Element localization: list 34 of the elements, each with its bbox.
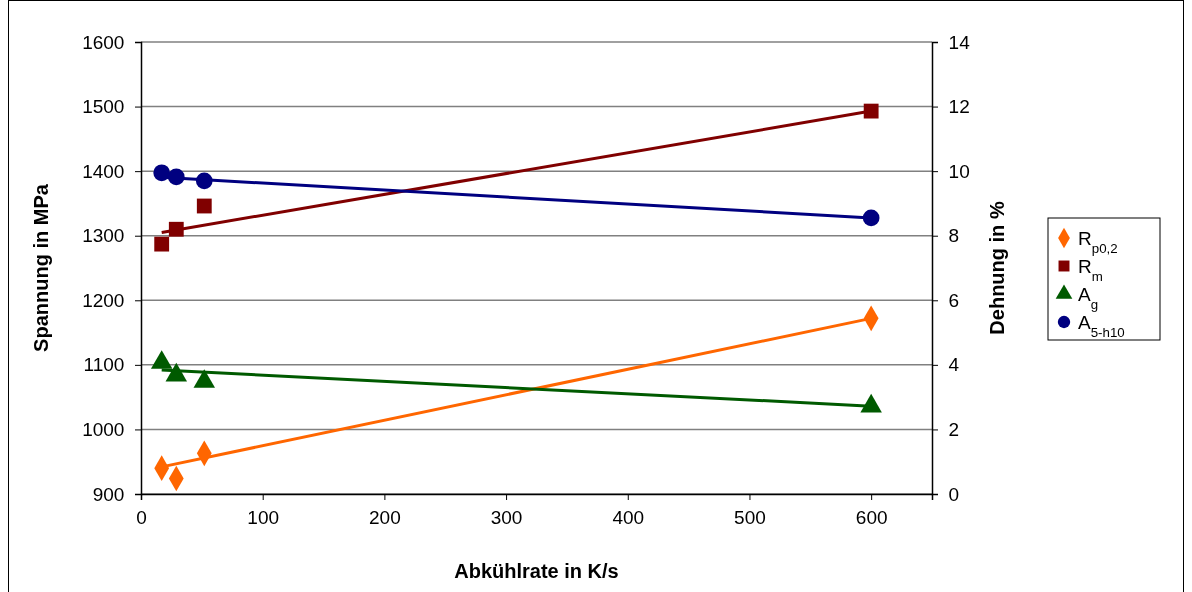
y-tick-label: 1000 bbox=[82, 419, 125, 441]
y-tick-label: 1400 bbox=[82, 160, 125, 182]
y-tick-label: 1500 bbox=[82, 96, 125, 118]
y-axis-title: Spannung in MPa bbox=[30, 183, 52, 352]
y2-tick-label: 4 bbox=[948, 354, 960, 376]
x-tick-label: 100 bbox=[247, 506, 280, 528]
y2-tick-label: 14 bbox=[948, 31, 971, 53]
y2-tick-label: 0 bbox=[948, 483, 960, 505]
y2-tick-label: 10 bbox=[948, 160, 970, 182]
y-tick-label: 1100 bbox=[83, 354, 125, 376]
x-tick-label: 500 bbox=[734, 506, 766, 528]
point bbox=[196, 198, 212, 214]
y2-axis-title: Dehnung in % bbox=[986, 201, 1008, 335]
y2-tick-label: 2 bbox=[948, 419, 960, 441]
y-tick-label: 900 bbox=[92, 483, 125, 505]
x-tick-label: 400 bbox=[612, 506, 645, 528]
x-axis-title: Abkühlrate in K/s bbox=[454, 560, 619, 582]
x-tick-label: 300 bbox=[490, 506, 523, 528]
y-tick-label: 1600 bbox=[82, 31, 125, 53]
legend-label: A$_{5-h10}$ bbox=[1078, 312, 1125, 340]
y-tick-label: 1300 bbox=[82, 225, 125, 247]
legend-label: R$_{m}$ bbox=[1078, 256, 1103, 284]
y2-tick-label: 12 bbox=[948, 96, 970, 118]
legend-label: R$_{p0,2}$ bbox=[1078, 228, 1118, 256]
x-tick-label: 600 bbox=[855, 506, 888, 528]
y2-tick-label: 6 bbox=[948, 289, 960, 311]
legend-label: A$_{g}$ bbox=[1078, 284, 1099, 312]
point bbox=[863, 103, 879, 119]
y-tick-label: 1200 bbox=[82, 289, 125, 311]
y2-tick-label: 8 bbox=[948, 225, 960, 247]
point bbox=[168, 221, 184, 237]
point bbox=[154, 236, 170, 252]
x-tick-label: 200 bbox=[369, 506, 401, 528]
x-tick-label: 0 bbox=[136, 506, 147, 528]
